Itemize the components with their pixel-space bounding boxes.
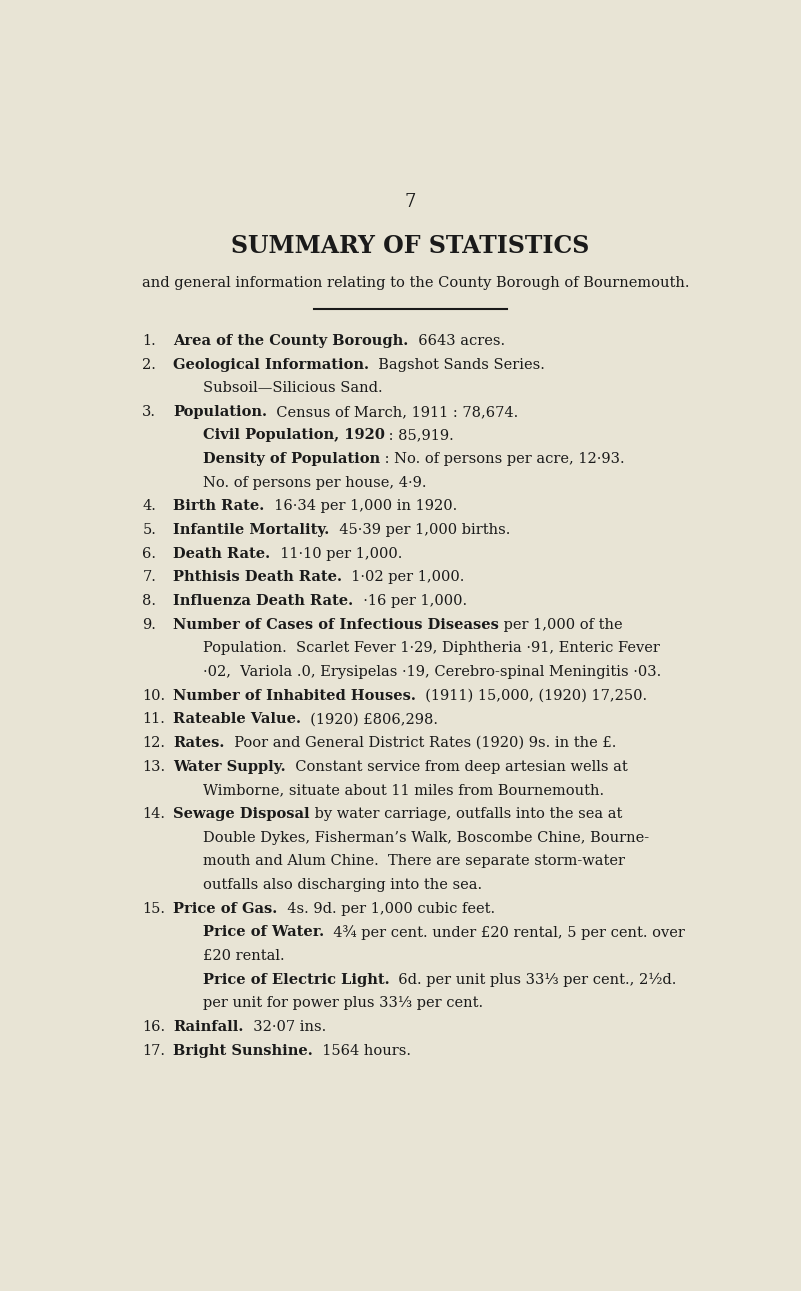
Text: per unit for power plus 33⅓ per cent.: per unit for power plus 33⅓ per cent. — [203, 997, 483, 1011]
Text: ·02,  Variola .0, Erysipelas ·19, Cerebro-spinal Meningitis ·03.: ·02, Variola .0, Erysipelas ·19, Cerebro… — [203, 665, 661, 679]
Text: per 1,000 of the: per 1,000 of the — [499, 618, 623, 631]
Text: 3.: 3. — [143, 405, 156, 418]
Text: Census of March, 1911 : 78,674.: Census of March, 1911 : 78,674. — [268, 405, 518, 418]
Text: No. of persons per house, 4·9.: No. of persons per house, 4·9. — [203, 476, 426, 489]
Text: : 85,919.: : 85,919. — [384, 429, 454, 443]
Text: Number of Cases of Infectious Diseases: Number of Cases of Infectious Diseases — [173, 618, 499, 631]
Text: 6.: 6. — [143, 547, 156, 560]
Text: SUMMARY OF STATISTICS: SUMMARY OF STATISTICS — [231, 235, 590, 258]
Text: 17.: 17. — [143, 1043, 165, 1057]
Text: Water Supply.: Water Supply. — [173, 759, 286, 773]
Text: 12.: 12. — [143, 736, 165, 750]
Text: 10.: 10. — [143, 688, 166, 702]
Text: 9.: 9. — [143, 618, 156, 631]
Text: Subsoil—Silicious Sand.: Subsoil—Silicious Sand. — [203, 381, 382, 395]
Text: outfalls also discharging into the sea.: outfalls also discharging into the sea. — [203, 878, 481, 892]
Text: Geological Information.: Geological Information. — [173, 358, 369, 372]
Text: 1·02 per 1,000.: 1·02 per 1,000. — [342, 571, 465, 585]
Text: 4¾ per cent. under £20 rental, 5 per cent. over: 4¾ per cent. under £20 rental, 5 per cen… — [324, 926, 685, 940]
Text: Price of Gas.: Price of Gas. — [173, 901, 278, 915]
Text: Population.: Population. — [173, 405, 268, 418]
Text: 15.: 15. — [143, 901, 165, 915]
Text: Rates.: Rates. — [173, 736, 225, 750]
Text: 11.: 11. — [143, 713, 165, 727]
Text: Double Dykes, Fisherman’s Walk, Boscombe Chine, Bourne-: Double Dykes, Fisherman’s Walk, Boscombe… — [203, 830, 649, 844]
Text: Wimborne, situate about 11 miles from Bournemouth.: Wimborne, situate about 11 miles from Bo… — [203, 784, 604, 798]
Text: and general information relating to the County Borough of Bournemouth.: and general information relating to the … — [143, 276, 690, 290]
Text: 32·07 ins.: 32·07 ins. — [244, 1020, 326, 1034]
Text: 7: 7 — [405, 192, 417, 210]
Text: 1.: 1. — [143, 334, 156, 347]
Text: Number of Inhabited Houses.: Number of Inhabited Houses. — [173, 688, 417, 702]
Text: Price of Electric Light.: Price of Electric Light. — [203, 972, 389, 986]
Text: Phthisis Death Rate.: Phthisis Death Rate. — [173, 571, 342, 585]
Text: 16.: 16. — [143, 1020, 166, 1034]
Text: 6643 acres.: 6643 acres. — [409, 334, 505, 347]
Text: Population.  Scarlet Fever 1·29, Diphtheria ·91, Enteric Fever: Population. Scarlet Fever 1·29, Diphther… — [203, 642, 659, 656]
Text: 16·34 per 1,000 in 1920.: 16·34 per 1,000 in 1920. — [264, 500, 457, 514]
Text: 14.: 14. — [143, 807, 165, 821]
Text: 2.: 2. — [143, 358, 156, 372]
Text: by water carriage, outfalls into the sea at: by water carriage, outfalls into the sea… — [310, 807, 622, 821]
Text: : No. of persons per acre, 12·93.: : No. of persons per acre, 12·93. — [380, 452, 624, 466]
Text: Death Rate.: Death Rate. — [173, 547, 271, 560]
Text: Density of Population: Density of Population — [203, 452, 380, 466]
Text: 1564 hours.: 1564 hours. — [313, 1043, 411, 1057]
Text: 5.: 5. — [143, 523, 156, 537]
Text: Price of Water.: Price of Water. — [203, 926, 324, 940]
Text: Infantile Mortality.: Infantile Mortality. — [173, 523, 330, 537]
Text: Area of the County Borough.: Area of the County Borough. — [173, 334, 409, 347]
Text: Birth Rate.: Birth Rate. — [173, 500, 264, 514]
Text: Constant service from deep artesian wells at: Constant service from deep artesian well… — [286, 759, 628, 773]
Text: Influenza Death Rate.: Influenza Death Rate. — [173, 594, 353, 608]
Text: £20 rental.: £20 rental. — [203, 949, 284, 963]
Text: Bright Sunshine.: Bright Sunshine. — [173, 1043, 313, 1057]
Text: 11·10 per 1,000.: 11·10 per 1,000. — [271, 547, 402, 560]
Text: Bagshot Sands Series.: Bagshot Sands Series. — [369, 358, 545, 372]
Text: 4s. 9d. per 1,000 cubic feet.: 4s. 9d. per 1,000 cubic feet. — [278, 901, 495, 915]
Text: ·16 per 1,000.: ·16 per 1,000. — [353, 594, 467, 608]
Text: 7.: 7. — [143, 571, 156, 585]
Text: mouth and Alum Chine.  There are separate storm-water: mouth and Alum Chine. There are separate… — [203, 855, 625, 869]
Text: Civil Population, 1920: Civil Population, 1920 — [203, 429, 384, 443]
Text: (1911) 15,000, (1920) 17,250.: (1911) 15,000, (1920) 17,250. — [417, 688, 647, 702]
Text: Sewage Disposal: Sewage Disposal — [173, 807, 310, 821]
Text: 8.: 8. — [143, 594, 156, 608]
Text: 13.: 13. — [143, 759, 166, 773]
Text: Rateable Value.: Rateable Value. — [173, 713, 301, 727]
Text: Poor and General District Rates (1920) 9s. in the £.: Poor and General District Rates (1920) 9… — [225, 736, 616, 750]
Text: 6d. per unit plus 33⅓ per cent., 2½d.: 6d. per unit plus 33⅓ per cent., 2½d. — [389, 972, 677, 986]
Text: (1920) £806,298.: (1920) £806,298. — [301, 713, 438, 727]
Text: 45·39 per 1,000 births.: 45·39 per 1,000 births. — [330, 523, 510, 537]
Text: Rainfall.: Rainfall. — [173, 1020, 244, 1034]
Text: 4.: 4. — [143, 500, 156, 514]
